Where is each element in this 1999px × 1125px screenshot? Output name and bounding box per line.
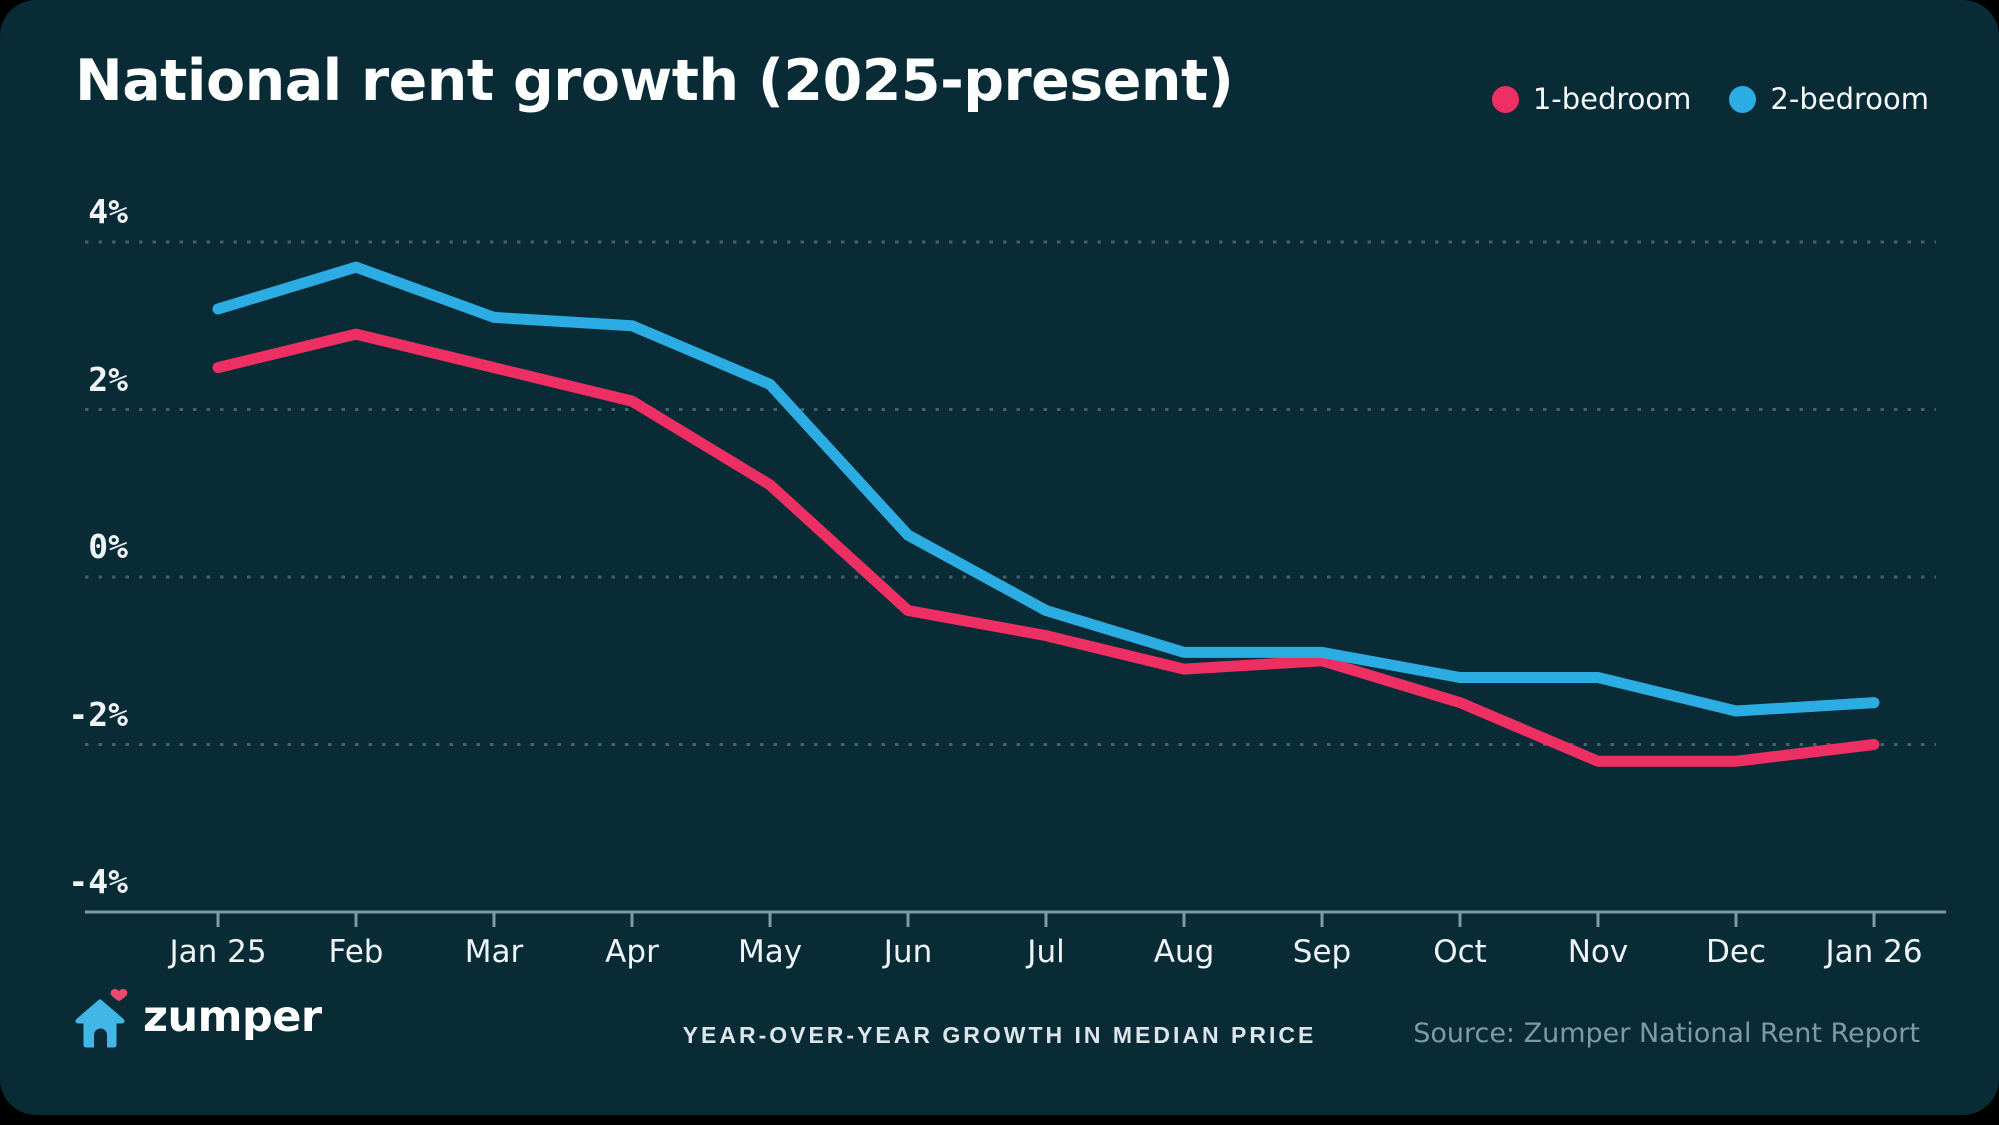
legend-dot-icon bbox=[1491, 85, 1519, 113]
legend-item-2-bedroom: 2-bedroom bbox=[1729, 82, 1929, 116]
legend-dot-icon bbox=[1729, 85, 1757, 113]
y-tick-label: 2% bbox=[88, 359, 128, 399]
y-tick-label: 4% bbox=[88, 192, 128, 231]
x-tick-label: Jul bbox=[1027, 934, 1065, 970]
x-tick-label: Jun bbox=[883, 934, 933, 970]
x-tick-label: Oct bbox=[1433, 934, 1487, 970]
brand-name: zumper bbox=[143, 992, 322, 1042]
footer-caption: YEAR-OVER-YEAR GROWTH IN MEDIAN PRICE bbox=[682, 1022, 1317, 1048]
y-tick-label: -2% bbox=[68, 694, 128, 734]
zumper-house-icon bbox=[75, 988, 128, 1048]
x-tick-label: Jan 26 bbox=[1825, 934, 1923, 970]
y-tick-label: 0% bbox=[88, 527, 128, 566]
x-tick-label: Jan 25 bbox=[169, 934, 267, 970]
x-tick-label: Aug bbox=[1153, 934, 1215, 970]
series-line-1-bedroom bbox=[212, 328, 1880, 767]
x-tick-label: Nov bbox=[1567, 934, 1629, 970]
logo-door bbox=[94, 1028, 107, 1048]
legend: 1-bedroom 2-bedroom bbox=[1491, 82, 1929, 116]
zumper-logo: zumper bbox=[75, 986, 322, 1048]
x-tick-label: Apr bbox=[605, 934, 659, 970]
x-tick-label: Dec bbox=[1706, 934, 1766, 970]
logo-heart bbox=[110, 988, 128, 1002]
legend-label: 1-bedroom bbox=[1532, 82, 1692, 116]
x-tick-label: Feb bbox=[328, 934, 384, 970]
legend-item-1-bedroom: 1-bedroom bbox=[1491, 82, 1692, 116]
footer-source: Source: Zumper National Rent Report bbox=[1413, 1018, 1920, 1049]
series-line-2-bedroom bbox=[212, 261, 1880, 717]
y-tick-label: -4% bbox=[68, 862, 128, 901]
legend-label: 2-bedroom bbox=[1770, 82, 1929, 116]
page-title: National rent growth (2025-present) bbox=[75, 48, 1234, 114]
x-tick-label: Sep bbox=[1292, 934, 1352, 970]
x-tick-label: May bbox=[737, 934, 803, 970]
x-tick-label: Mar bbox=[464, 934, 524, 970]
